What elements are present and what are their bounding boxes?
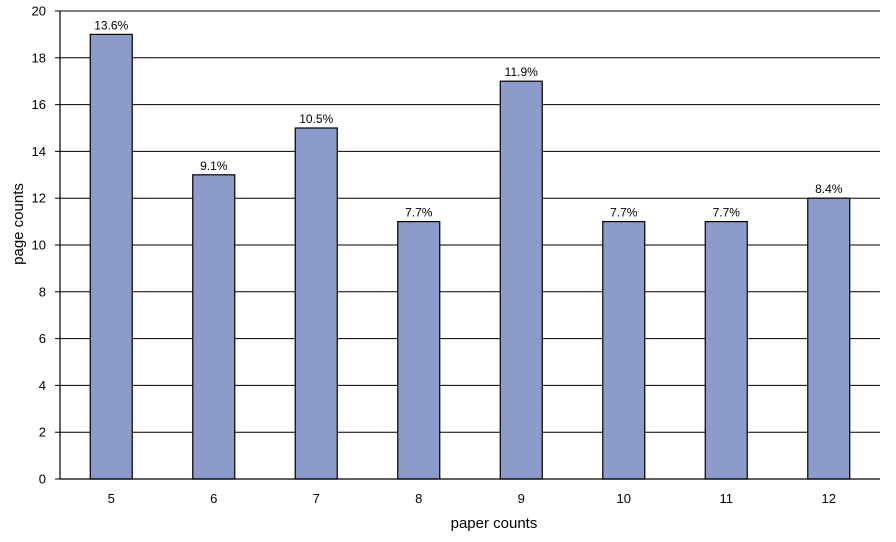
x-tick-label-5: 5 (108, 491, 115, 506)
bar-12 (807, 197, 851, 480)
data-label-9: 11.9% (505, 65, 538, 79)
x-tick-label-12: 12 (822, 491, 836, 506)
bar-7 (294, 127, 338, 480)
y-tick-label: 16 (32, 97, 46, 112)
bar-11 (704, 221, 748, 480)
x-tick-label-11: 11 (720, 491, 734, 506)
y-tick-label: 2 (39, 425, 46, 440)
x-tick-label-10: 10 (617, 491, 631, 506)
bar-8 (397, 221, 441, 480)
y-tick-label: 18 (32, 50, 46, 65)
bar-5 (89, 33, 133, 480)
y-tick-label: 10 (32, 238, 46, 253)
data-label-8: 7.7% (405, 206, 433, 220)
x-tick-label-7: 7 (313, 491, 320, 506)
bars (89, 33, 851, 480)
y-tick-label: 14 (32, 144, 46, 159)
x-tick-label-9: 9 (518, 491, 525, 506)
axes: 0 2 4 6 8 10 12 14 16 18 20 5 6 7 8 9 10 11 12 (32, 4, 880, 506)
y-tick-label: 12 (32, 191, 46, 206)
y-tick-label: 4 (39, 378, 46, 393)
data-label-10: 7.7% (610, 206, 638, 220)
y-tick-label: 6 (39, 331, 46, 346)
bar-10 (602, 221, 646, 480)
bar-6 (192, 174, 236, 480)
data-labels: 13.6% 9.1% 10.5% 7.7% 11.9% 7.7% 7.7% 8.4% (94, 18, 843, 219)
data-label-12: 8.4% (815, 182, 843, 196)
y-tick-label: 8 (39, 284, 46, 299)
y-tick-label: 0 (39, 472, 46, 487)
data-label-11: 7.7% (713, 206, 741, 220)
y-axis-title: page counts (10, 183, 27, 265)
data-label-7: 10.5% (299, 112, 333, 126)
x-tick-label-6: 6 (210, 491, 217, 506)
x-tick-label-8: 8 (415, 491, 422, 506)
y-tick-label: 20 (32, 4, 46, 19)
data-label-5: 13.6% (94, 18, 128, 32)
gridlines (60, 10, 880, 433)
x-axis-title: paper counts (451, 515, 538, 532)
bar-9 (499, 80, 543, 480)
data-label-6: 9.1% (200, 159, 228, 173)
